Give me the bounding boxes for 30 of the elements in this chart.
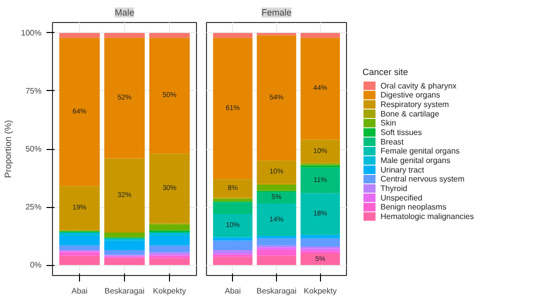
x-tick-label: Kokpekty [153,286,186,296]
x-tick-label: Beskaragai [256,286,297,296]
legend-label: Thyroid [380,184,408,193]
legend-label: Oral cavity & pharynx [380,81,457,90]
legend-label: Bone & cartilage [380,109,440,118]
y-tick-label: 25% [25,202,42,212]
legend-label: Skin [380,118,396,128]
y-tick-label: 50% [25,144,42,154]
legend-label: Respiratory system [380,100,450,109]
x-tick-label: Kokpekty [304,286,337,296]
legend-label: Female genital organs [380,146,460,156]
legend-label: Digestive organs [380,90,440,100]
legend-label: Male genital organs [380,156,450,165]
y-tick-label: 75% [25,86,42,96]
chart-title: Male [114,8,134,18]
legend-title: Cancer site [362,67,408,78]
legend-label: Central nervous system [380,174,465,184]
legend-label: Breast [380,137,404,146]
legend-label: Benign neoplasms [380,202,446,212]
x-tick-label: Beskaragai [104,286,145,296]
legend-label: Soft tissues [380,128,422,137]
x-tick-label: Abai [224,286,241,296]
y-axis-title: Proportion (%) [3,120,14,178]
y-tick-label: 100% [21,28,42,38]
chart-title: Female [261,8,292,18]
legend-label: Hematologic malignancies [380,212,474,221]
legend-label: Unspecified [380,193,422,202]
y-tick-label: 0% [30,260,42,270]
legend-label: Urinary tract [380,165,425,174]
x-tick-label: Abai [71,286,88,296]
